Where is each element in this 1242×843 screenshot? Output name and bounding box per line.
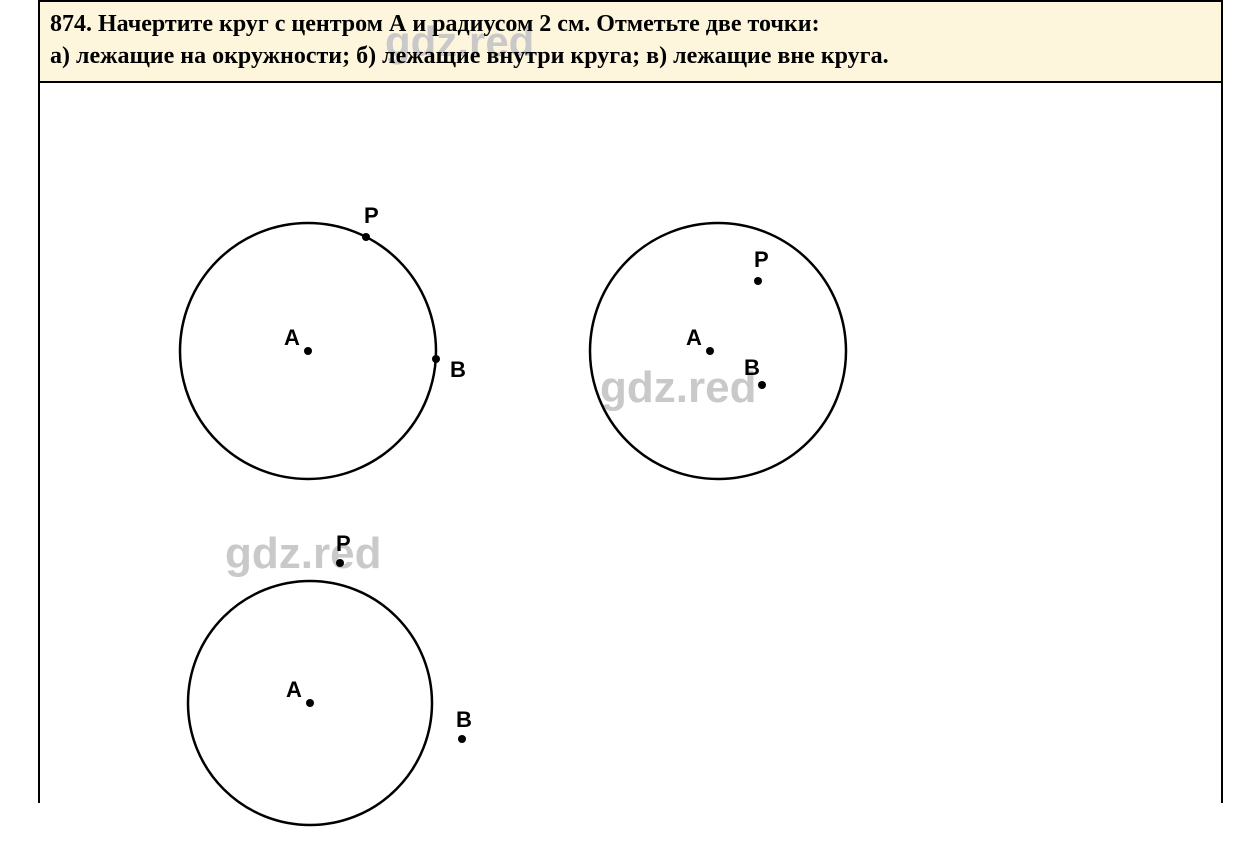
point-p-dot bbox=[362, 233, 370, 241]
diagram-c: A P B bbox=[130, 513, 510, 843]
center-dot bbox=[304, 347, 312, 355]
point-p-dot bbox=[754, 277, 762, 285]
point-b-label: B bbox=[744, 355, 760, 380]
question-line2: а) лежащие на окружности; б) лежащие вну… bbox=[50, 40, 1211, 72]
question-text: 874. Начертите круг с центром А и радиус… bbox=[50, 8, 1211, 73]
answer-area: gdz.red gdz.red APB APB APB bbox=[40, 83, 1221, 803]
point-b-dot bbox=[432, 355, 440, 363]
point-p-label: P bbox=[364, 203, 379, 228]
center-dot bbox=[306, 699, 314, 707]
page-frame: gdz.red 874. Начертите круг с центром А … bbox=[38, 0, 1223, 803]
point-p-label: P bbox=[336, 531, 351, 556]
diagram-a: A P B bbox=[110, 153, 490, 513]
point-b-dot bbox=[458, 735, 466, 743]
circle bbox=[590, 223, 846, 479]
center-label: A bbox=[686, 325, 702, 350]
center-label: A bbox=[284, 325, 300, 350]
point-p-label: P bbox=[754, 247, 769, 272]
question-number: 874. bbox=[50, 11, 92, 37]
point-b-dot bbox=[758, 381, 766, 389]
center-dot bbox=[706, 347, 714, 355]
question-line1: Начертите круг с центром А и радиусом 2 … bbox=[92, 11, 820, 37]
point-b-label: B bbox=[456, 707, 472, 732]
center-label: A bbox=[286, 677, 302, 702]
point-b-label: B bbox=[450, 357, 466, 382]
point-p-dot bbox=[336, 559, 344, 567]
question-box: gdz.red 874. Начертите круг с центром А … bbox=[40, 0, 1221, 83]
diagram-b: A P B bbox=[540, 153, 900, 513]
